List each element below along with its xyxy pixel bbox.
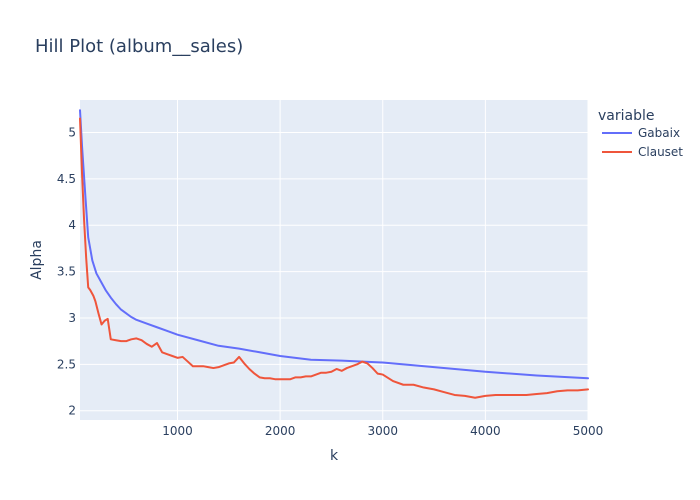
- y-tick-label: 3: [68, 311, 76, 325]
- legend-items: Gabaix Clauset: [602, 126, 683, 159]
- y-tick-label: 5: [68, 125, 76, 139]
- x-axis-title: k: [330, 448, 339, 464]
- series-line-clauset[interactable]: [79, 117, 589, 399]
- legend-label: Gabaix: [638, 126, 680, 140]
- x-tick-label: 3000: [367, 424, 398, 438]
- series-line-gabaix[interactable]: [79, 109, 589, 380]
- y-tick-label: 4.5: [57, 172, 76, 186]
- plot-area: [80, 100, 588, 420]
- x-tick-label: 5000: [573, 424, 604, 438]
- series-lines: [79, 109, 589, 399]
- y-tick-label: 4: [68, 218, 76, 232]
- y-tick-label: 2.5: [57, 357, 76, 371]
- legend-label: Clauset: [638, 145, 683, 159]
- y-tick-label: 3.5: [57, 265, 76, 279]
- chart-title: Hill Plot (album__sales): [35, 36, 243, 57]
- y-axis-title: Alpha: [29, 240, 45, 280]
- y-axis-ticks: 2 2.5 3 3.5 4 4.5 5: [57, 125, 76, 417]
- x-tick-label: 4000: [470, 424, 501, 438]
- x-tick-label: 1000: [162, 424, 193, 438]
- x-axis-ticks: 1000 2000 3000 4000 5000: [162, 424, 603, 438]
- legend-item-gabaix[interactable]: Gabaix: [602, 126, 680, 140]
- legend-item-clauset[interactable]: Clauset: [602, 145, 683, 159]
- x-tick-label: 2000: [265, 424, 296, 438]
- y-tick-label: 2: [68, 404, 76, 418]
- legend-title: variable: [598, 108, 654, 124]
- grid-lines: [80, 100, 589, 420]
- legend[interactable]: variable Gabaix Clauset: [598, 108, 683, 159]
